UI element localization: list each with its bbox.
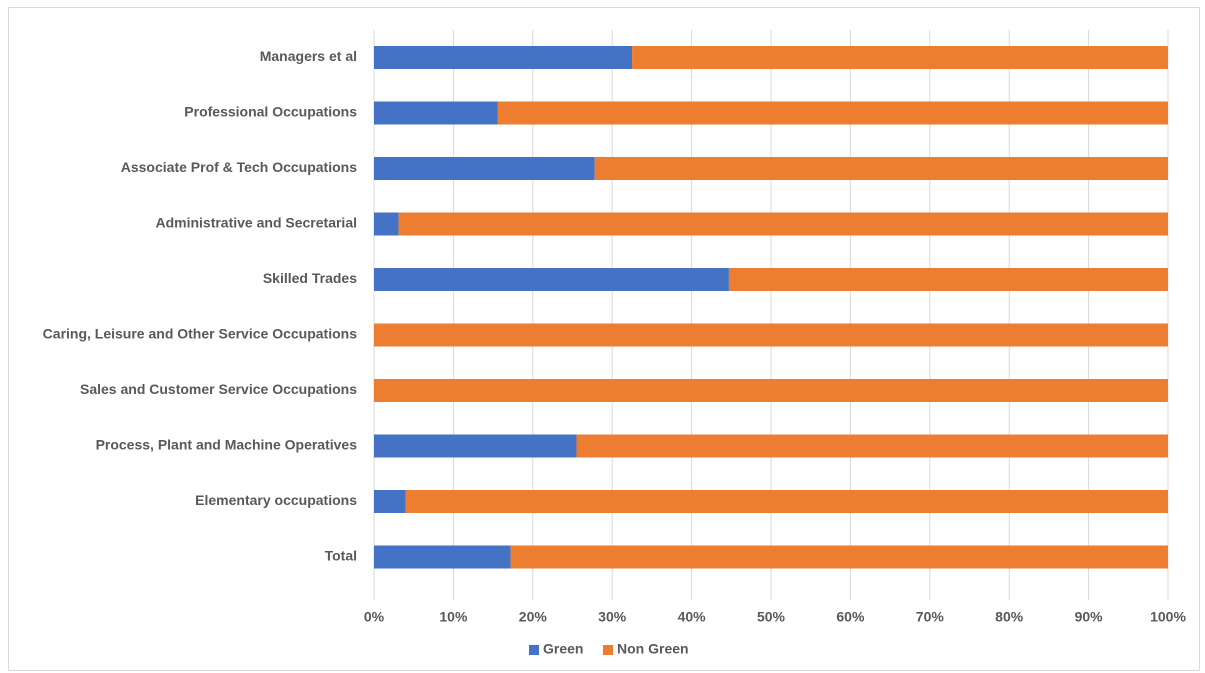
bar-segment [497,101,1168,125]
x-tick-label: 80% [995,609,1024,625]
x-tick-label: 50% [757,609,786,625]
category-label: Administrative and Secretarial [155,215,357,231]
bar-segment [374,268,729,291]
bar-segment [374,157,595,180]
bar-segment [374,379,1168,402]
category-label: Sales and Customer Service Occupations [80,381,357,397]
category-label: Managers et al [260,48,357,64]
bar-segment [374,101,498,125]
x-tick-label: 0% [364,609,385,625]
category-label: Professional Occupations [184,104,357,120]
x-tick-label: 100% [1150,609,1186,625]
bar-segment [405,490,1168,513]
x-tick-label: 90% [1075,609,1104,625]
bar-segment [374,434,577,458]
x-tick-label: 60% [836,609,865,625]
bar-segment [374,490,406,513]
bar-segment [576,434,1168,458]
bar-segment [374,46,633,69]
bar-segment [510,545,1168,569]
bar-segment [374,545,511,569]
bar-segment [398,212,1168,236]
legend-label: Non Green [617,641,689,657]
bar-segment [632,46,1168,69]
x-tick-label: 30% [598,609,627,625]
x-tick-label: 10% [439,609,468,625]
category-label: Skilled Trades [263,270,357,286]
x-tick-label: 70% [916,609,945,625]
legend-swatch [529,645,539,655]
category-label: Process, Plant and Machine Operatives [96,437,358,453]
category-label: Elementary occupations [195,492,357,508]
bar-segment [374,212,399,236]
category-label: Caring, Leisure and Other Service Occupa… [43,326,358,342]
category-label: Total [325,548,357,564]
bar-segment [594,157,1168,180]
category-label: Associate Prof & Tech Occupations [121,159,357,175]
x-tick-label: 40% [678,609,707,625]
bar-segment [374,323,1168,347]
legend-swatch [603,645,613,655]
bar-segment [728,268,1168,291]
legend-label: Green [543,641,583,657]
x-tick-label: 20% [519,609,548,625]
